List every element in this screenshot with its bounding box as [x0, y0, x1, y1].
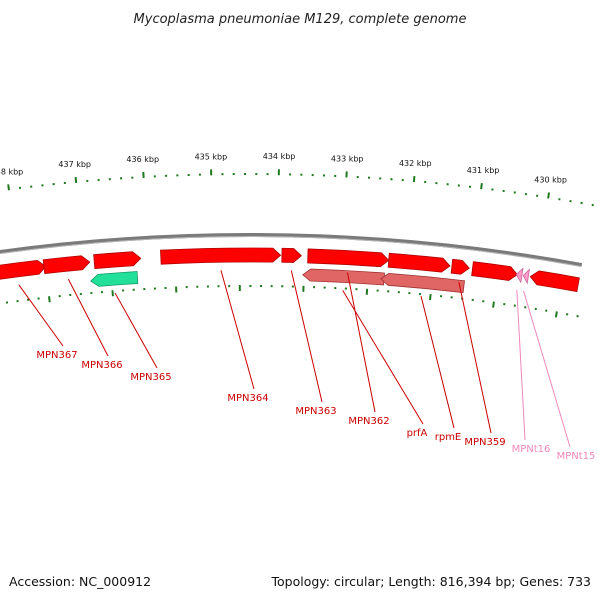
leader-line [220, 270, 255, 390]
kbp-label: 437 kbp [58, 160, 91, 169]
leader-line [458, 281, 492, 434]
major-tick [412, 175, 416, 183]
leader-line [523, 290, 571, 448]
gene-label: rpmE [435, 432, 462, 443]
gene-unlabeled [529, 270, 580, 293]
kbp-label: 430 kbp [534, 176, 567, 185]
gene-label: MPN364 [227, 393, 268, 404]
gene-labels: MPN367 MPN366 MPN365 MPN364 MPN363 MPN362 prfA… [36, 350, 595, 462]
kbp-label: 435 kbp [195, 152, 228, 161]
gene-label: MPNt15 [557, 451, 596, 462]
leader-line [516, 289, 526, 441]
gene-mpn362 [307, 248, 390, 268]
topology-summary: Topology: circular; Length: 816,394 bp; … [271, 574, 592, 589]
major-tick [74, 176, 78, 184]
gene-mpn366 [42, 255, 91, 275]
gene-label: MPN363 [295, 406, 336, 417]
gene-label-leaders [18, 270, 571, 448]
genome-backbone [0, 233, 583, 268]
kbp-label: 434 kbp [263, 152, 296, 161]
page-title: Mycoplasma pneumoniae M129, complete gen… [134, 12, 467, 27]
major-tick [547, 192, 551, 199]
leader-line [342, 290, 424, 425]
leader-line [114, 292, 158, 369]
leader-line [346, 272, 376, 413]
major-tick [48, 296, 51, 303]
major-tick [480, 182, 483, 190]
gene-mpn359 [450, 258, 470, 275]
leader-line [290, 270, 323, 403]
kbp-label: 431 kbp [467, 166, 500, 175]
gene-features [0, 247, 580, 294]
gene-mpnt16 [515, 267, 524, 284]
accession-label: Accession: NC_000912 [9, 574, 151, 589]
gene-unlabeled [93, 251, 142, 270]
major-tick [492, 301, 495, 308]
backbone-highlight [0, 236, 582, 268]
leader-line [18, 284, 64, 347]
gene-mpnt15 [522, 268, 530, 285]
gene-rpme [380, 272, 465, 294]
inner-ticks [5, 284, 579, 318]
outer-kbp-ticks [7, 169, 594, 207]
major-tick [554, 311, 558, 318]
gene-unlabeled [471, 261, 519, 281]
gene-mpn363 [281, 247, 302, 263]
gene-label: MPN359 [464, 437, 505, 448]
leader-line [420, 296, 455, 429]
gene-unlabeled [387, 252, 451, 273]
gene-mpn367 [0, 259, 47, 280]
gene-mpn364 [160, 247, 282, 265]
gene-label: MPN365 [130, 372, 171, 383]
leader-line [67, 278, 109, 357]
kbp-label: 438 kbp [0, 167, 23, 176]
major-tick [7, 184, 10, 191]
gene-label: MPN366 [81, 360, 122, 371]
gene-label: MPN362 [348, 416, 389, 427]
major-tick [429, 294, 432, 301]
kbp-label: 436 kbp [126, 155, 159, 164]
backbone-arc [0, 233, 583, 268]
gene-prfa [302, 268, 385, 286]
gene-label: MPNt16 [512, 444, 551, 455]
kbp-label: 433 kbp [331, 154, 364, 163]
gene-label: MPN367 [36, 350, 77, 361]
gene-mpn365 [90, 271, 139, 287]
kbp-label: 432 kbp [399, 159, 432, 168]
gene-label: prfA [407, 428, 428, 439]
